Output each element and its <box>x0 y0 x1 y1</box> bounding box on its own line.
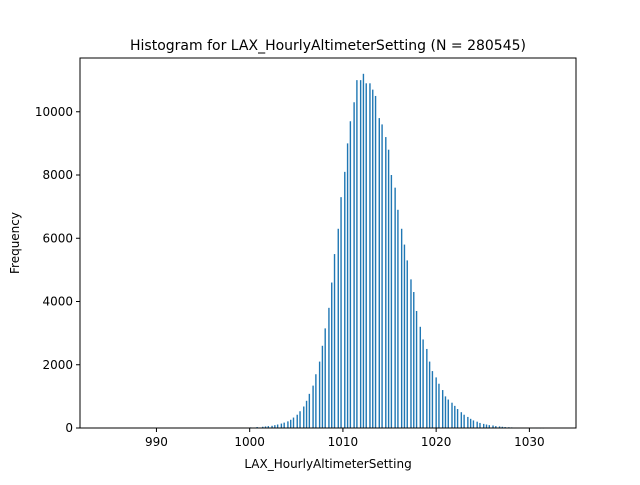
chart-title: Histogram for LAX_HourlyAltimeterSetting… <box>130 38 526 54</box>
histogram-bar <box>415 310 418 428</box>
histogram-bar <box>422 339 424 428</box>
histogram-bar <box>262 426 264 428</box>
histogram-bar <box>390 175 393 428</box>
histogram-bar <box>381 124 383 428</box>
histogram-bar <box>283 422 285 428</box>
histogram-bar <box>410 279 412 428</box>
histogram-bar <box>362 73 365 428</box>
x-axis-label: LAX_HourlyAltimeterSetting <box>244 457 411 471</box>
histogram-bar <box>428 361 431 428</box>
histogram-bar <box>359 80 362 428</box>
histogram-bar <box>495 426 497 428</box>
histogram-bar <box>406 260 408 428</box>
x-tick-label: 1020 <box>421 435 452 449</box>
histogram-bar <box>378 118 380 428</box>
histogram-bar <box>321 345 324 428</box>
y-axis-label: Frequency <box>8 212 22 274</box>
histogram-bar <box>498 426 501 428</box>
histogram-bar <box>312 385 314 428</box>
histogram-bar <box>324 328 326 428</box>
histogram-bar <box>340 197 342 428</box>
histogram-bar <box>397 209 399 428</box>
histogram-bar <box>419 326 421 428</box>
x-axis-ticks: 990 1000 1010 1020 1030 <box>145 428 545 449</box>
histogram-bar <box>303 406 305 428</box>
histogram-bar <box>349 121 352 428</box>
histogram-bar <box>485 424 488 428</box>
histogram-bar <box>438 383 440 428</box>
histogram-bar <box>356 80 358 428</box>
histogram-bar <box>451 402 453 428</box>
histogram-bar <box>305 400 308 428</box>
histogram-bar <box>369 83 371 429</box>
histogram-bar <box>479 422 481 428</box>
y-tick-label: 0 <box>65 421 73 435</box>
histogram-bar <box>292 417 295 428</box>
histogram-bar <box>264 426 267 428</box>
histogram-bar <box>394 187 396 428</box>
histogram-bar <box>454 405 456 428</box>
y-tick-label: 4000 <box>42 295 73 309</box>
histogram-bar <box>435 377 437 428</box>
y-tick-label: 8000 <box>42 168 73 182</box>
histogram-bar <box>344 171 346 428</box>
histogram-bar <box>328 307 330 428</box>
histogram-bar <box>387 149 390 428</box>
histogram-bar <box>274 425 276 428</box>
histogram-bar <box>374 95 377 428</box>
histogram-bar <box>463 414 465 428</box>
histogram-bar <box>492 425 494 428</box>
histogram-bar <box>280 423 283 428</box>
histogram-bar <box>469 418 472 428</box>
y-axis-ticks: 0 2000 4000 6000 8000 10000 <box>35 105 80 435</box>
histogram-bar <box>426 348 428 428</box>
histogram-bar <box>400 228 403 428</box>
x-tick-label: 1000 <box>234 435 265 449</box>
histogram-bar <box>403 244 406 428</box>
x-tick-label: 1010 <box>328 435 359 449</box>
histogram-bar <box>444 396 447 428</box>
y-tick-label: 6000 <box>42 231 73 245</box>
y-tick-label: 2000 <box>42 358 73 372</box>
x-tick-label: 990 <box>145 435 168 449</box>
histogram-bar <box>337 228 339 428</box>
histogram-bar <box>331 282 333 428</box>
histogram-bar <box>333 254 336 428</box>
histogram-bar <box>447 399 449 428</box>
histogram-bar <box>413 292 415 428</box>
histogram-bar <box>267 426 270 428</box>
histogram-bar <box>271 425 273 428</box>
histogram-bar <box>372 89 374 429</box>
histogram-bar <box>315 374 317 428</box>
x-tick-label: 1030 <box>514 435 545 449</box>
histogram-bar <box>476 421 478 428</box>
histogram-bar <box>353 102 355 429</box>
histogram-bar <box>488 425 490 428</box>
histogram-bar <box>501 426 504 428</box>
histogram-bar <box>456 409 459 428</box>
histogram-bar <box>318 361 321 428</box>
histogram-bar <box>308 393 311 428</box>
y-tick-label: 10000 <box>35 105 73 119</box>
plot-frame <box>79 57 577 429</box>
histogram-bar <box>483 423 485 428</box>
histogram-bar <box>276 424 279 428</box>
bars-group <box>108 73 545 429</box>
histogram-bar <box>290 419 292 428</box>
histogram-bar <box>441 390 444 428</box>
histogram-bar <box>299 411 301 428</box>
histogram-bar <box>385 137 387 428</box>
histogram-bar <box>346 143 349 428</box>
histogram-bar <box>365 83 367 429</box>
histogram-bar <box>296 414 298 428</box>
histogram-bar <box>287 421 289 428</box>
histogram-bar <box>431 371 434 428</box>
histogram-bar <box>472 420 475 428</box>
histogram-bar <box>460 412 463 428</box>
histogram-bar <box>467 416 469 428</box>
